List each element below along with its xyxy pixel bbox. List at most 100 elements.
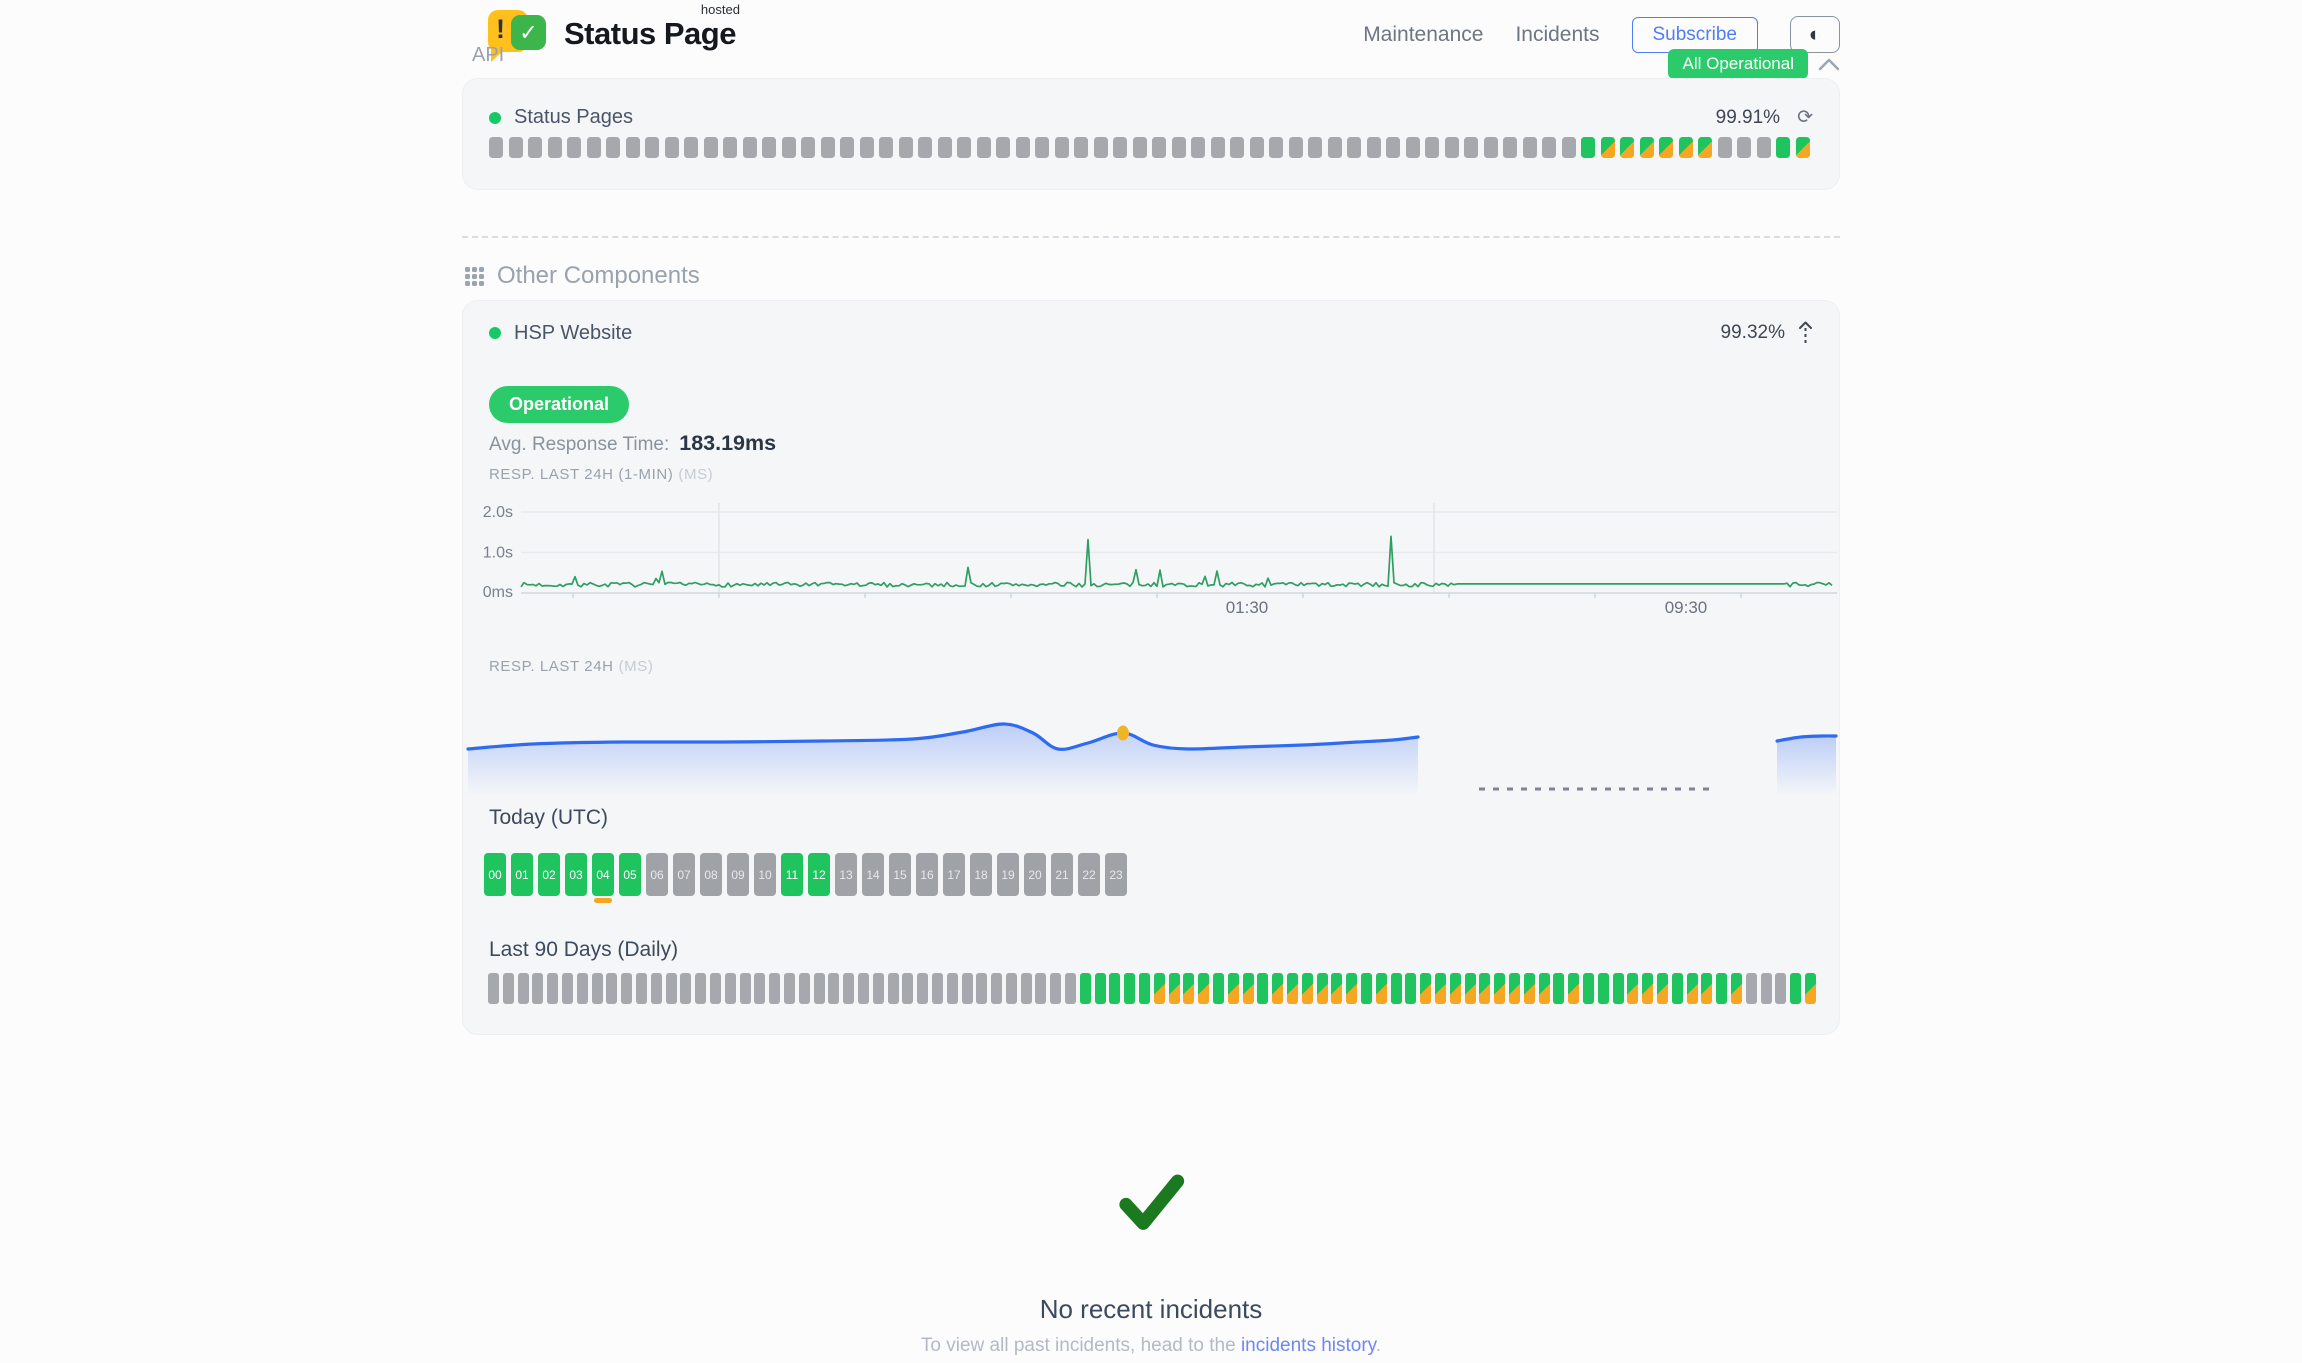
uptime-bar-nodata	[1503, 137, 1517, 158]
uptime-bar-nodata	[1093, 137, 1108, 158]
uptime-bar-nodata	[879, 137, 893, 158]
uptime-bar-nodata	[1561, 137, 1576, 158]
uptime-bar-degraded	[1730, 973, 1742, 1004]
uptime-bar-nodata	[931, 973, 943, 1004]
uptime-bar-nodata	[1347, 137, 1361, 158]
uptime-bar-nodata	[857, 973, 869, 1004]
hour-cell-21: 21	[1051, 853, 1073, 896]
subscribe-button[interactable]: Subscribe	[1631, 16, 1758, 53]
uptime-bar-degraded	[1642, 973, 1654, 1004]
uptime-bar-degraded	[1538, 973, 1550, 1004]
uptime-bar-degraded	[1331, 973, 1343, 1004]
uptime-bar-nodata	[798, 973, 810, 1004]
uptime-bar-nodata	[1717, 137, 1732, 158]
uptime-bar-nodata	[996, 137, 1010, 158]
uptime-percentage: 99.91%	[1715, 106, 1781, 128]
hour-cell-12: 12	[808, 853, 830, 896]
overall-status: All Operational	[1668, 49, 1840, 79]
uptime-bar-degraded	[1620, 137, 1634, 158]
response-history-chart	[466, 722, 1838, 795]
uptime-bar-nodata	[902, 973, 914, 1004]
uptime-bar-nodata	[709, 973, 721, 1004]
uptime-bar-nodata	[1405, 137, 1420, 158]
uptime-bar-degraded	[1600, 137, 1615, 158]
status-badge[interactable]: All Operational	[1668, 49, 1808, 79]
hour-cell-22: 22	[1078, 853, 1100, 896]
refresh-icon[interactable]: ⟳	[1797, 107, 1813, 128]
chevron-up-icon[interactable]	[1818, 58, 1840, 71]
svg-text:1.0s: 1.0s	[483, 545, 513, 562]
speech-bubble-tail	[491, 48, 506, 62]
check-square-icon: ✓	[511, 15, 546, 50]
incidents-history-link[interactable]: incidents history	[1240, 1335, 1376, 1356]
uptime-bar-nodata	[567, 137, 581, 158]
uptime-bar-nodata	[1065, 973, 1077, 1004]
exclamation-glyph: !	[496, 14, 505, 44]
no-incidents-subtitle: To view all past incidents, head to the …	[0, 1335, 2302, 1357]
uptime-bar-degraded	[1153, 973, 1165, 1004]
svg-text:2.0s: 2.0s	[483, 504, 513, 521]
uptime-bar-degraded	[1198, 973, 1210, 1004]
uptime-bar-nodata	[1074, 137, 1088, 158]
component-name: Status Pages	[514, 106, 633, 128]
uptime-bar-nodata	[843, 973, 855, 1004]
uptime-bar-nodata	[606, 973, 618, 1004]
uptime-bar-degraded	[1659, 137, 1673, 158]
uptime-bar-nodata	[645, 137, 659, 158]
other-components-header: Other Components	[465, 262, 700, 290]
component-row[interactable]: HSP Website 99.32%	[489, 321, 1813, 345]
uptime-bar-degraded	[1346, 973, 1358, 1004]
uptime-bar-nodata	[703, 137, 718, 158]
uptime-bar-nodata	[508, 137, 523, 158]
uptime-bar-degraded	[1227, 973, 1239, 1004]
uptime-percentage: 99.32%	[1720, 322, 1785, 343]
hosted-superscript: hosted	[700, 2, 740, 17]
uptime-bar-operational	[1213, 973, 1225, 1004]
expand-up-icon[interactable]	[1798, 321, 1813, 345]
uptime-bar-operational	[1079, 973, 1091, 1004]
hour-cell-23: 23	[1105, 853, 1127, 896]
uptime-bar-nodata	[1308, 137, 1322, 158]
hour-cell-04: 04	[592, 853, 614, 903]
nav-incidents[interactable]: Incidents	[1515, 22, 1600, 46]
chart2-label-text: RESP. LAST 24H	[489, 658, 614, 675]
api-component-card: Status Pages 99.91% ⟳	[462, 78, 1840, 190]
chart2-label: RESP. LAST 24H (MS)	[489, 658, 653, 675]
uptime-bar-nodata	[1483, 137, 1498, 158]
operational-dot-icon	[489, 327, 501, 339]
component-row[interactable]: Status Pages 99.91% ⟳	[489, 106, 1813, 129]
uptime-bar-operational	[1124, 973, 1136, 1004]
uptime-bar-nodata	[859, 137, 874, 158]
uptime-bar-nodata	[1015, 137, 1030, 158]
uptime-bar-nodata	[561, 973, 573, 1004]
uptime-bar-operational	[1139, 973, 1151, 1004]
hour-cell-19: 19	[997, 853, 1019, 896]
hour-cell-14: 14	[862, 853, 884, 896]
uptime-bar-nodata	[1464, 137, 1478, 158]
uptime-bar-degraded	[1568, 973, 1580, 1004]
top-bar: ! ✓ Status Page hosted Maintenance Incide…	[462, 0, 1840, 82]
uptime-bar-degraded	[1795, 137, 1810, 158]
uptime-bar-nodata	[547, 973, 559, 1004]
nav-maintenance[interactable]: Maintenance	[1363, 22, 1484, 46]
uptime-bar-operational	[1405, 973, 1417, 1004]
uptime-bar-nodata	[1050, 973, 1062, 1004]
uptime-bar-nodata	[664, 137, 679, 158]
theme-toggle-button[interactable]: ◐	[1790, 16, 1840, 53]
uptime-bar-degraded	[1701, 973, 1713, 1004]
uptime-bar-degraded	[1272, 973, 1284, 1004]
other-components-title: Other Components	[497, 262, 700, 289]
svg-text:0ms: 0ms	[483, 584, 513, 601]
uptime-bar-nodata	[813, 973, 825, 1004]
hour-cell-05: 05	[619, 853, 641, 896]
uptime-bar-operational	[1776, 137, 1790, 158]
uptime-bar-operational	[1790, 973, 1802, 1004]
uptime-bar-degraded	[1375, 973, 1387, 1004]
uptime-bar-nodata	[840, 137, 854, 158]
no-incidents-title: No recent incidents	[1039, 1294, 1263, 1324]
app-title-text: Status Page	[564, 16, 736, 51]
uptime-bar-degraded	[1639, 137, 1654, 158]
last90-heading: Last 90 Days (Daily)	[489, 938, 679, 961]
uptime-bar-nodata	[898, 137, 913, 158]
logo[interactable]: ! ✓ Status Page hosted	[488, 2, 740, 62]
